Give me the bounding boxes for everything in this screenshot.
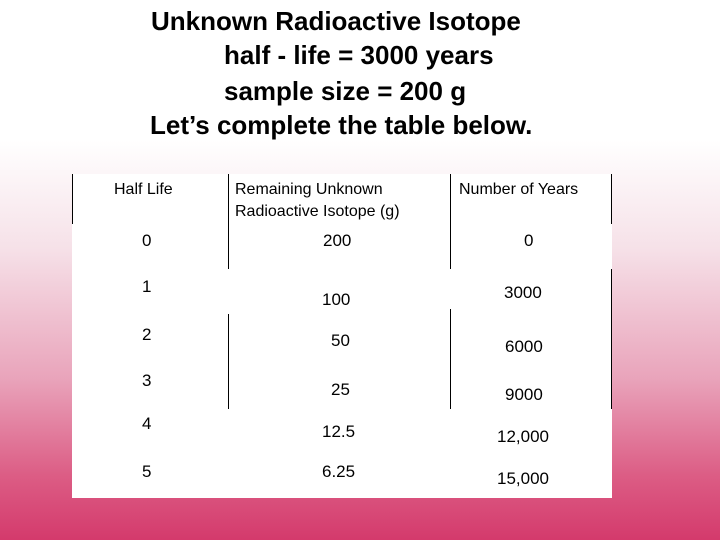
column-divider	[611, 359, 612, 409]
title-line-3: sample size = 200 g	[224, 76, 467, 106]
cell-remaining: 6.25	[322, 462, 356, 481]
half-life-table: Half Life Remaining Unknown Radioactive …	[72, 174, 612, 498]
cell-half-life: 5	[142, 462, 152, 481]
cell-years: 6000	[505, 337, 543, 356]
column-divider	[228, 174, 229, 269]
cell-years: 0	[524, 231, 534, 250]
cell-half-life: 3	[142, 371, 152, 390]
cell-remaining: 200	[323, 231, 352, 250]
column-divider	[450, 174, 451, 269]
cell-half-life: 1	[142, 277, 152, 296]
cell-years: 9000	[505, 385, 543, 404]
cell-remaining: 25	[331, 380, 350, 399]
cell-remaining: 50	[331, 331, 350, 350]
column-divider	[228, 314, 229, 409]
cell-years: 3000	[504, 283, 542, 302]
header-remaining-line-1: Remaining Unknown	[235, 181, 383, 198]
title-line-2: half - life = 3000 years	[224, 40, 494, 70]
column-divider	[611, 174, 612, 224]
column-divider	[72, 174, 73, 224]
cell-years: 15,000	[497, 469, 549, 488]
cell-half-life: 4	[142, 414, 152, 433]
title-line-4: Let’s complete the table below.	[150, 110, 533, 140]
cell-years: 12,000	[497, 427, 549, 446]
column-divider	[611, 269, 612, 359]
cell-half-life: 2	[142, 325, 152, 344]
column-divider	[450, 359, 451, 409]
header-number-of-years: Number of Years	[459, 181, 579, 198]
header-half-life: Half Life	[114, 181, 173, 198]
cell-half-life: 0	[142, 231, 152, 250]
title-line-1: Unknown Radioactive Isotope	[151, 6, 521, 36]
cell-remaining: 100	[322, 290, 351, 309]
column-divider	[450, 309, 451, 359]
header-remaining-line-2: Radioactive Isotope (g)	[235, 203, 400, 220]
cell-remaining: 12.5	[322, 422, 356, 441]
